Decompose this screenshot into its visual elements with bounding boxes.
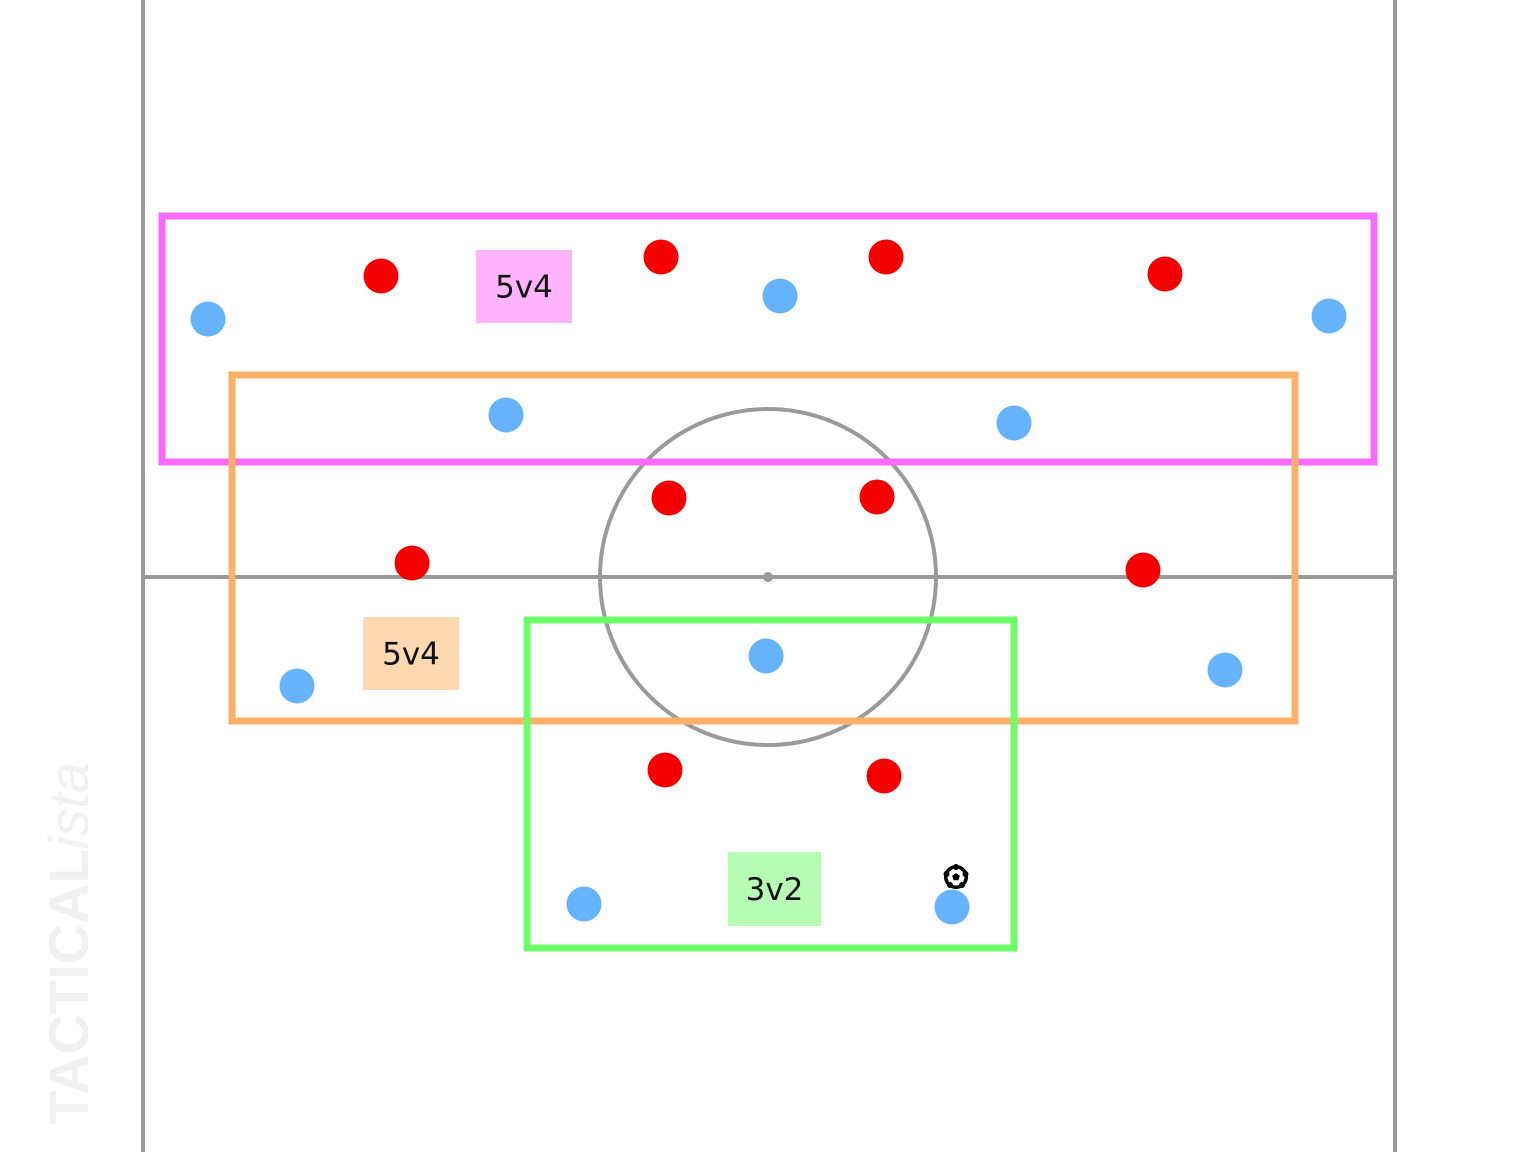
red-player xyxy=(394,545,430,581)
zone-box xyxy=(523,616,1018,952)
blue-player xyxy=(748,638,784,674)
svg-text:TACTICALista: TACTICALista xyxy=(37,762,100,1125)
zone-label: 5v4 xyxy=(495,270,553,306)
pitch-lines xyxy=(141,0,1397,1152)
red-player xyxy=(1147,256,1183,292)
blue-player xyxy=(1207,652,1243,688)
zone-label: 3v2 xyxy=(746,872,804,908)
red-player xyxy=(651,480,687,516)
blue-player xyxy=(566,886,602,922)
blue-player xyxy=(279,668,315,704)
zone-box xyxy=(158,212,1378,466)
watermark-italic: ista xyxy=(37,762,100,849)
zone-label-bg xyxy=(363,617,459,690)
blue-player xyxy=(1311,298,1347,334)
blue-player xyxy=(996,405,1032,441)
zone-2: 3v2 xyxy=(523,616,1018,952)
blue-player xyxy=(190,301,226,337)
red-player xyxy=(643,239,679,275)
blue-player xyxy=(488,397,524,433)
zone-1: 5v4 xyxy=(228,371,1299,725)
players xyxy=(190,239,1347,925)
zone-0: 5v4 xyxy=(158,212,1378,466)
red-player xyxy=(647,752,683,788)
red-player xyxy=(859,479,895,515)
center-spot xyxy=(763,572,773,582)
zones: 5v4 5v4 3v2 xyxy=(158,212,1378,952)
blue-player xyxy=(934,889,970,925)
center-circle xyxy=(598,407,938,747)
zone-label-bg xyxy=(476,250,572,323)
red-player xyxy=(1125,552,1161,588)
zone-box xyxy=(228,371,1299,725)
watermark: TACTICALista xyxy=(37,762,100,1125)
red-player xyxy=(363,258,399,294)
red-player xyxy=(866,758,902,794)
watermark-bold: TACTICAL xyxy=(37,849,100,1125)
red-player xyxy=(868,239,904,275)
zone-label: 5v4 xyxy=(382,637,440,673)
zone-label-bg xyxy=(728,852,821,926)
soccer-ball-icon xyxy=(943,864,969,889)
blue-player xyxy=(762,278,798,314)
